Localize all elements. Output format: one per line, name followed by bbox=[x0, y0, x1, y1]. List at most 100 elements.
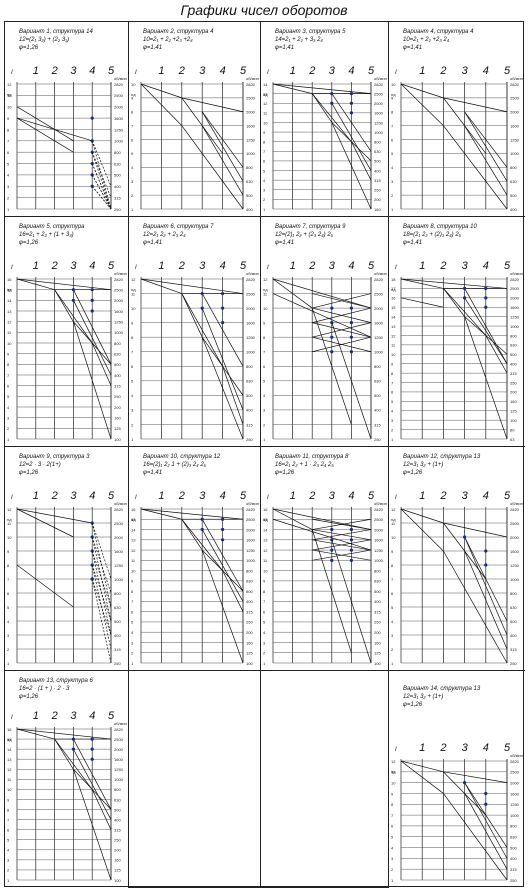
speed-value: 500 bbox=[114, 619, 121, 624]
speed-node bbox=[90, 757, 94, 761]
shaft-label: 4 bbox=[348, 490, 354, 502]
transmission-ray bbox=[464, 793, 508, 870]
speed-node bbox=[200, 306, 204, 310]
transmission-ray bbox=[331, 122, 372, 210]
shaft-label: 4 bbox=[220, 490, 226, 502]
shaft-label: 4 bbox=[220, 65, 226, 77]
level-number: 1 bbox=[131, 437, 134, 442]
level-number: 3 bbox=[131, 408, 134, 413]
speed-value: 400 bbox=[374, 408, 381, 413]
level-number: 12 bbox=[131, 548, 136, 553]
level-number: 7 bbox=[131, 350, 134, 355]
panel-caption: Вариант 4, структура 4 10=2₁ + 2₂ +2₃ 2₄ φ… bbox=[403, 28, 474, 52]
level-number: 12 bbox=[391, 507, 396, 512]
level-number: 7 bbox=[7, 139, 10, 144]
panel-v5: Вариант 5, структура 16=2₁ + 2₂ + (1 + 3₃… bbox=[5, 217, 129, 447]
variant-title: Вариант 6, структура 7 bbox=[143, 224, 214, 230]
speed-value: 200 bbox=[246, 630, 253, 635]
level-number: 12 bbox=[263, 101, 268, 106]
level-number: 6 bbox=[131, 137, 134, 142]
level-number: 6 bbox=[263, 364, 266, 369]
level-number: 4 bbox=[131, 393, 134, 398]
level-number: 2 bbox=[131, 193, 134, 198]
variant-title: Вариант 12, структура 13 bbox=[403, 454, 481, 460]
shaft-label: 1 bbox=[290, 490, 296, 502]
level-number: 9 bbox=[263, 130, 266, 135]
structure-formula: 16=2₁ 2₂ + 1 · 2₃ 2₄ 2₅ bbox=[275, 462, 334, 468]
level-number: 10 bbox=[7, 787, 12, 792]
speed-node bbox=[90, 139, 94, 143]
speed-value: 1000 bbox=[114, 777, 124, 782]
level-number: 10 bbox=[391, 535, 396, 540]
transmission-ray bbox=[311, 529, 352, 653]
structure-formula: 16=2 · (1 + ) · 2 · 3 bbox=[19, 686, 70, 692]
level-number: 11 bbox=[391, 343, 396, 348]
phi-value: φ=1,26 bbox=[19, 240, 39, 246]
panel-v8: Вариант 8, структура 10 18=(2₁ 2₂ + (2)₃ … bbox=[389, 217, 525, 447]
speed-value: 500 bbox=[374, 393, 381, 398]
motor-speed-mark: nд bbox=[131, 92, 136, 97]
speed-value: 200 bbox=[374, 197, 381, 202]
level-number: 4 bbox=[7, 619, 10, 624]
speed-value: 1000 bbox=[114, 139, 124, 144]
shaft-label: 5 bbox=[240, 490, 247, 502]
speed-value: 800 bbox=[510, 333, 517, 338]
motor-speed-mark: nд bbox=[263, 287, 268, 292]
structure-formula: 12=3₁ 3₂ + (1+) bbox=[403, 694, 444, 700]
transmission-ray bbox=[464, 316, 508, 355]
speed-value: 2500 bbox=[246, 96, 256, 101]
shaft-label: I bbox=[135, 265, 137, 271]
shaft-label: 2 bbox=[439, 490, 446, 502]
shaft-label: 5 bbox=[368, 490, 375, 502]
speed-node bbox=[484, 549, 488, 553]
panel-caption: Вариант 11, структура 8 16=2₁ 2₂ + 1 · 2₃… bbox=[275, 453, 348, 477]
structure-formula: 10=2₁ + 2₂ +2₃ +2₄ bbox=[143, 37, 193, 43]
shaft-label: 5 bbox=[108, 65, 115, 77]
level-number: 2 bbox=[391, 427, 394, 432]
level-number: 2 bbox=[7, 426, 10, 431]
speed-value: 1600 bbox=[510, 549, 520, 554]
transmission-ray bbox=[400, 83, 444, 99]
speed-value: 125 bbox=[374, 651, 381, 656]
level-number: 8 bbox=[391, 371, 394, 376]
speed-value: 2820 bbox=[246, 507, 256, 512]
speed-node bbox=[330, 350, 334, 354]
level-number: 12 bbox=[7, 82, 12, 87]
level-number: 1 bbox=[131, 661, 134, 666]
speed-value: 1000 bbox=[374, 350, 384, 355]
level-number: 8 bbox=[7, 127, 10, 132]
speed-value: 2500 bbox=[374, 291, 384, 296]
speed-value: 315 bbox=[114, 383, 121, 388]
transmission-ray bbox=[73, 289, 112, 365]
transmission-ray bbox=[443, 771, 508, 783]
unit-mark: об/мин bbox=[114, 271, 127, 276]
transmission-ray bbox=[73, 321, 112, 440]
level-number: 7 bbox=[391, 813, 394, 818]
structure-formula: 12=(2₁ 3₂) + (2₂ 3₁) bbox=[19, 37, 70, 43]
level-number: 3 bbox=[7, 858, 10, 863]
speed-value: 1000 bbox=[114, 330, 124, 335]
speed-value: 160 bbox=[114, 858, 121, 863]
speed-value: 500 bbox=[374, 589, 381, 594]
level-number: 12 bbox=[263, 277, 268, 282]
level-number: 4 bbox=[391, 409, 394, 414]
level-number: 11 bbox=[7, 93, 12, 98]
level-number: 3 bbox=[391, 418, 394, 423]
level-number: 5 bbox=[391, 399, 394, 404]
transmission-ray bbox=[464, 297, 508, 364]
shaft-label: 4 bbox=[89, 490, 95, 502]
transmission-ray bbox=[331, 122, 372, 162]
speed-value: 2820 bbox=[510, 759, 520, 764]
phi-value: φ=1,41 bbox=[275, 240, 295, 246]
phi-value: φ=1,26 bbox=[19, 694, 39, 700]
level-number: 7 bbox=[131, 599, 134, 604]
transmission-ray bbox=[443, 125, 508, 210]
speed-value: 315 bbox=[374, 178, 381, 183]
transmission-ray bbox=[16, 728, 112, 740]
phi-value: φ=1,41 bbox=[143, 240, 163, 246]
transmission-ray bbox=[91, 536, 112, 594]
transmission-ray bbox=[311, 93, 352, 142]
speed-value: 1250 bbox=[510, 314, 520, 319]
